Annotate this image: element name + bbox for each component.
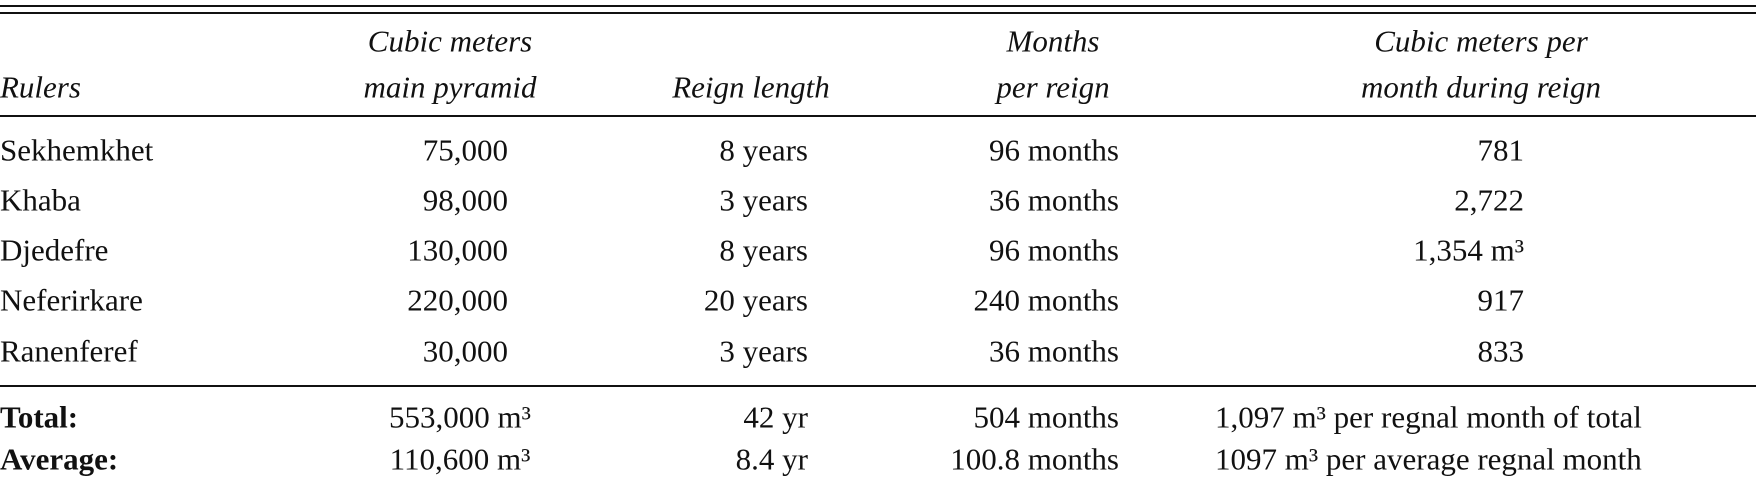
summary-label: Total: [0, 399, 79, 435]
ruler-name: Khaba [0, 182, 81, 218]
table-cell: 8 years [719, 232, 808, 268]
table-cell: 36 months [988, 182, 1119, 218]
header-rule [0, 115, 1756, 117]
table-cell: 75,000 [422, 132, 508, 168]
column-header: Cubic meters per [1374, 23, 1588, 59]
table-cell: 98,000 [422, 182, 508, 218]
table-cell: 130,000 [407, 232, 508, 268]
column-header: month during reign [1361, 69, 1601, 105]
table-cell: 833 [1477, 333, 1525, 369]
table-cell: 2,722 [1454, 182, 1524, 218]
table-cell: 781 [1477, 132, 1525, 168]
summary-cell: 1,097 m³ per regnal month of total [1215, 399, 1642, 435]
table-cell: 1,354 m³ [1413, 232, 1524, 268]
table-cell: 96 months [988, 232, 1119, 268]
summary-cell: 553,000 m³ [389, 399, 531, 435]
table-cell: 917 [1477, 282, 1525, 318]
column-header: Cubic meters [367, 23, 533, 59]
summary-cell: 42 yr [743, 399, 808, 435]
summary-cell: 504 months [973, 399, 1119, 435]
column-header: Rulers [0, 69, 81, 105]
table-cell: 3 years [719, 182, 808, 218]
table-cell: 96 months [988, 132, 1119, 168]
top-rule [0, 5, 1756, 7]
table-cell: 240 months [973, 282, 1119, 318]
column-header: main pyramid [363, 69, 537, 105]
table-cell: 220,000 [407, 282, 508, 318]
summary-cell: 100.8 months [950, 441, 1119, 477]
summary-rule [0, 385, 1756, 387]
table-cell: 3 years [719, 333, 808, 369]
top-rule [0, 12, 1756, 14]
table-cell: 30,000 [422, 333, 508, 369]
ruler-name: Djedefre [0, 232, 109, 268]
summary-cell: 110,600 m³ [389, 441, 531, 477]
column-header: Reign length [672, 69, 830, 105]
summary-cell: 8.4 yr [735, 441, 808, 477]
table-cell: 36 months [988, 333, 1119, 369]
summary-cell: 1097 m³ per average regnal month [1215, 441, 1642, 477]
column-header: per reign [996, 69, 1110, 105]
summary-label: Average: [0, 441, 119, 477]
ruler-name: Sekhemkhet [0, 132, 154, 168]
table-cell: 8 years [719, 132, 808, 168]
ruler-name: Neferirkare [0, 282, 143, 318]
ruler-name: Ranenferef [0, 333, 138, 369]
column-header: Months [1006, 23, 1100, 59]
table-cell: 20 years [703, 282, 808, 318]
